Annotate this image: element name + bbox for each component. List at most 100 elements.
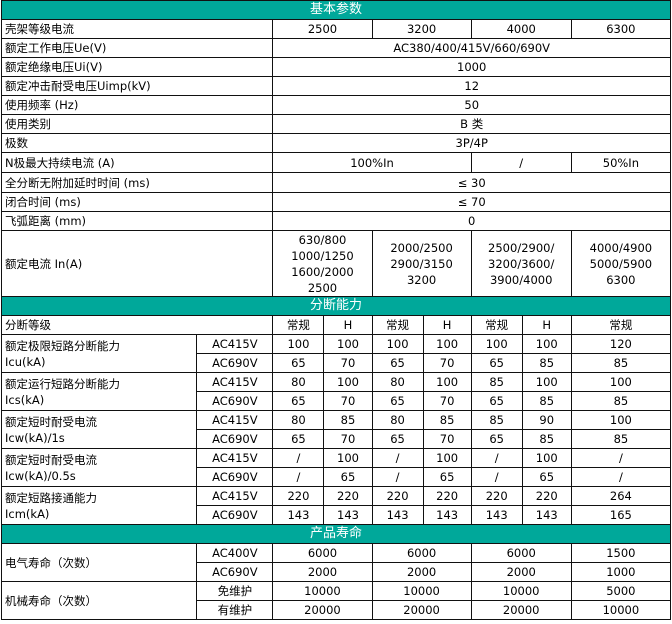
table-row: N极最大持续电流 (A) 100%In/50%In xyxy=(0,152,672,173)
life-value: 6000 xyxy=(371,543,472,563)
breaking-class: 常规 xyxy=(371,315,424,335)
breaking-class: 常规 xyxy=(470,315,523,335)
table-row: 分断等级 常规 H 常规 H 常规 H 常规 xyxy=(0,315,672,335)
table-row: AC690V 65 70 65 70 65 85 85 xyxy=(2,391,672,411)
frame-current-value: 3200 xyxy=(371,19,472,39)
table-row: 额定极限短路分断能力 Icu(kA) AC415V 100 100 100 100 100 1… xyxy=(0,334,672,373)
voltage-label: AC690V xyxy=(196,353,274,373)
table-row: 额定电流 In(A) 630/800 1000/1250 1600/2000 25… xyxy=(0,230,672,297)
breaking-class: H xyxy=(422,315,472,335)
param-value: 143 xyxy=(371,505,424,525)
param-label: 额定短时耐受电流 Icw(kA)/0.5s xyxy=(0,448,198,487)
life-value: 10000 xyxy=(570,600,672,620)
param-value: 65 xyxy=(272,353,325,373)
section-header-breaking: 分断能力 xyxy=(1,296,671,316)
voltage-label: AC690V xyxy=(196,505,274,525)
param-value: 70 xyxy=(323,391,373,411)
table-row: AC690V 65 70 65 70 65 85 85 xyxy=(2,353,672,373)
param-value: / xyxy=(470,448,523,468)
param-value: 65 xyxy=(272,391,325,411)
row-value: 50 xyxy=(272,95,671,115)
life-value: 5000 xyxy=(570,581,672,601)
row-label: N极最大持续电流 (A) xyxy=(0,152,274,173)
table-row: 使用类别 B 类 xyxy=(0,114,671,134)
life-value: 2000 xyxy=(371,562,472,582)
table-row: AC690V/65/65/65/ xyxy=(2,467,672,487)
breaking-class: H xyxy=(521,315,572,335)
table-row: 有维护 20000 20000 20000 10000 xyxy=(2,600,672,620)
param-value: 165 xyxy=(570,505,672,525)
param-label: 额定运行短路分断能力 Ics(kA) xyxy=(0,372,198,411)
param-value: / xyxy=(371,467,424,487)
table-row: 机械寿命（次数） 免维护 10000 10000 10000 5000 xyxy=(0,581,672,620)
param-value: 100 xyxy=(422,334,472,354)
row-value: ≤ 30 xyxy=(272,172,671,193)
param-label: 额定极限短路分断能力 Icu(kA) xyxy=(0,334,198,373)
param-value: 90 xyxy=(521,410,572,430)
param-value: 100 xyxy=(422,448,472,468)
param-value: 220 xyxy=(371,486,424,506)
param-value: 85 xyxy=(323,410,373,430)
life-value: 10000 xyxy=(272,581,373,601)
row-value: B 类 xyxy=(272,114,671,134)
param-value: 220 xyxy=(521,486,572,506)
param-value: 65 xyxy=(323,467,373,487)
row-value: 0 xyxy=(272,211,671,231)
param-value: 70 xyxy=(323,429,373,449)
row-label: 额定电流 In(A) xyxy=(0,230,274,297)
life-value: 20000 xyxy=(272,600,373,620)
life-value: 10000 xyxy=(371,581,472,601)
param-value: 65 xyxy=(272,429,325,449)
life-value: 20000 xyxy=(470,600,572,620)
param-value: / xyxy=(470,467,523,487)
life-label: 电气寿命（次数） xyxy=(0,543,198,582)
param-value: 85 xyxy=(521,353,572,373)
param-value: 220 xyxy=(470,486,523,506)
param-value: 65 xyxy=(371,391,424,411)
param-value: 85 xyxy=(570,353,672,373)
life-sub-label: AC690V xyxy=(196,562,274,582)
row-label: 飞弧距离 (mm) xyxy=(0,211,274,231)
param-value: 65 xyxy=(371,429,424,449)
table-row: 分断能力 xyxy=(1,296,671,316)
row-label: 使用类别 xyxy=(0,114,274,134)
breaking-class: 常规 xyxy=(272,315,325,335)
table-row: 额定冲击耐受电压Uimp(kV) 12 xyxy=(0,76,671,96)
row-label: 全分断无附加延时时间 (ms) xyxy=(0,172,274,193)
table-row: 产品寿命 xyxy=(1,524,671,544)
life-value: 1500 xyxy=(570,543,672,563)
row-label: 使用频率 (Hz) xyxy=(0,95,274,115)
table-row: AC690V 65 70 65 70 65 85 85 xyxy=(2,429,672,449)
row-value: 3P/4P xyxy=(272,133,671,153)
param-value: 100 xyxy=(521,448,572,468)
param-value: 220 xyxy=(422,486,472,506)
frame-current-value: 6300 xyxy=(570,19,672,39)
life-sub-label: 有维护 xyxy=(196,600,274,620)
param-value: 65 xyxy=(470,391,523,411)
param-value: / xyxy=(570,448,672,468)
param-label: 额定短路接通能力 Icm(kA) xyxy=(0,486,198,525)
param-value: 65 xyxy=(470,429,523,449)
life-value: 1000 xyxy=(570,562,672,582)
row-label: 分断等级 xyxy=(0,315,274,335)
voltage-label: AC690V xyxy=(196,467,274,487)
param-value: 100 xyxy=(570,410,672,430)
voltage-label: AC690V xyxy=(196,429,274,449)
section-header-basic: 基本参数 xyxy=(1,0,671,20)
param-value: 80 xyxy=(371,410,424,430)
voltage-label: AC415V xyxy=(196,334,274,354)
param-value: / xyxy=(272,467,325,487)
life-value: 6000 xyxy=(470,543,572,563)
table-row: 壳架等级电流 2500 3200 4000 6300 xyxy=(0,19,672,39)
param-value: 70 xyxy=(422,391,472,411)
row-label: 额定工作电压Ue(V) xyxy=(0,38,274,58)
param-value: 143 xyxy=(272,505,325,525)
param-value: 85 xyxy=(570,429,672,449)
life-sub-label: 免维护 xyxy=(196,581,274,601)
param-value: 70 xyxy=(422,353,472,373)
param-value: 100 xyxy=(272,334,325,354)
frame-current-value: 4000 xyxy=(470,19,572,39)
rated-current-value: 2000/2500 2900/3150 3200 xyxy=(371,230,472,297)
param-value: 120 xyxy=(570,334,672,354)
